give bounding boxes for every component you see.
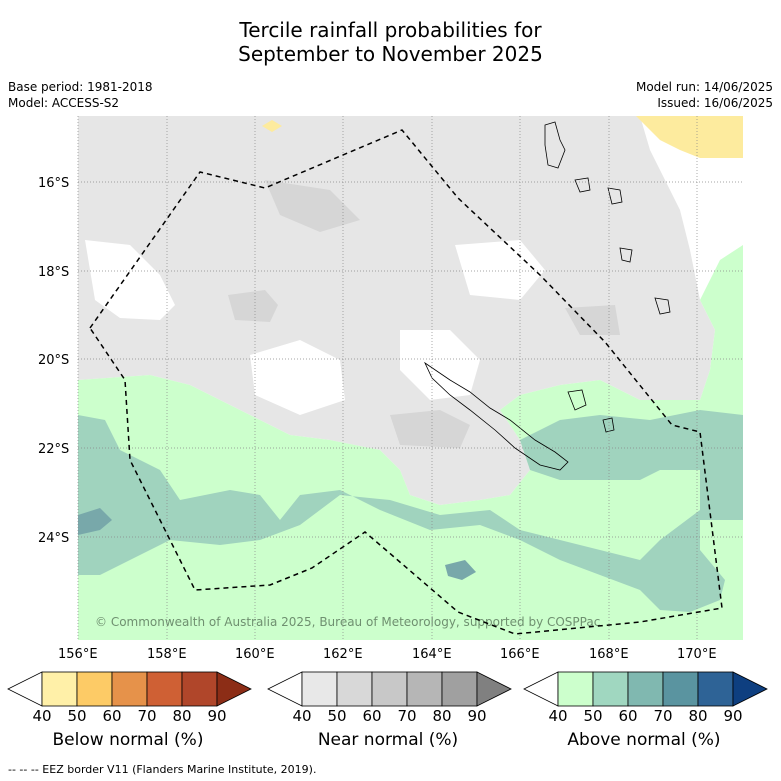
meta-left: Base period: 1981-2018 Model: ACCESS-S2: [8, 79, 153, 111]
near-normal-60-region: [390, 410, 470, 448]
colorbar-swatch: [662, 671, 699, 707]
colorbar-extend-low: [267, 671, 303, 707]
island-coast: [567, 389, 587, 411]
copyright-notice: © Commonwealth of Australia 2025, Bureau…: [95, 615, 600, 629]
lon-label: 162°E: [323, 647, 363, 662]
colorbar-tick-label: 70: [137, 707, 156, 725]
lat-label: 20°S: [38, 353, 69, 368]
new-caledonia-coast: [424, 361, 569, 471]
colorbar-swatch: [301, 671, 338, 707]
issued-date: Issued: 16/06/2025: [657, 96, 773, 110]
colorbar-tick-label: 60: [618, 707, 637, 725]
near-normal-region: [78, 116, 715, 505]
island-coast: [544, 121, 566, 169]
lat-label: 22°S: [38, 442, 69, 457]
colorbar-tick-label: 80: [432, 707, 451, 725]
lat-label: 18°S: [38, 265, 69, 280]
map-fill: © Commonwealth of Australia 2025, Bureau…: [78, 116, 743, 640]
base-period: Base period: 1981-2018: [8, 80, 153, 94]
colorbar-extend-high: [216, 671, 252, 707]
below-normal-label: Below normal (%): [52, 730, 204, 750]
eez-footnote: -- -- -- EEZ border V11 (Flanders Marine…: [8, 763, 317, 776]
colorbar-tick-label: 70: [397, 707, 416, 725]
colorbar-tick-label: 50: [583, 707, 602, 725]
lat-axis-labels: 16°S 18°S 20°S 22°S 24°S: [38, 176, 69, 546]
colorbar-tick-label: 90: [207, 707, 226, 725]
colorbar-legends: 40 50 60 70 80 90 40 50 60 70 80 90 40 50 60 70 80 90: [7, 671, 768, 725]
colorbar-tick-label: 40: [548, 707, 567, 725]
colorbar-swatch: [592, 671, 629, 707]
colorbar-extend-low: [7, 671, 43, 707]
above-normal-label: Above normal (%): [567, 730, 721, 750]
colorbar-swatch: [371, 671, 408, 707]
gridlines: [77, 116, 743, 640]
colorbar-0: 40 50 60 70 80 90: [7, 671, 252, 725]
title-line-1: Tercile rainfall probabilities for: [239, 18, 542, 42]
lat-label: 24°S: [38, 531, 69, 546]
meta-right: Model run: 14/06/2025 Issued: 16/06/2025: [636, 79, 773, 111]
lon-label: 156°E: [58, 647, 98, 662]
near-normal-60-region: [265, 180, 360, 232]
colorbar-tick-label: 90: [723, 707, 742, 725]
colorbar-swatch: [627, 671, 664, 707]
colorbar-swatch: [697, 671, 734, 707]
near-normal-60-region: [228, 290, 278, 322]
lon-axis-labels: 156°E 158°E 160°E 162°E 164°E 166°E 168°…: [58, 647, 717, 662]
above-normal-70-region: [78, 508, 112, 535]
colorbar-swatch: [557, 671, 594, 707]
above-normal-70-region: [445, 560, 476, 580]
neutral-gap: [400, 330, 480, 400]
lon-label: 166°E: [500, 647, 540, 662]
coastlines: [424, 121, 671, 471]
colorbar-swatch: [336, 671, 373, 707]
above-normal-60-region: [78, 410, 743, 612]
colorbar-tick-label: 50: [327, 707, 346, 725]
colorbar-tick-label: 90: [467, 707, 486, 725]
forecast-map: © Commonwealth of Australia 2025, Bureau…: [38, 116, 743, 662]
colorbar-tick-label: 40: [32, 707, 51, 725]
colorbar-tick-label: 80: [688, 707, 707, 725]
island-coast: [607, 187, 623, 205]
colorbar-swatch: [406, 671, 443, 707]
model-run: Model run: 14/06/2025: [635, 80, 773, 94]
neutral-gap: [455, 240, 545, 300]
map-title: Tercile rainfall probabilities for Septe…: [0, 18, 781, 66]
colorbar-extend-low: [523, 671, 559, 707]
model-name: Model: ACCESS-S2: [8, 96, 120, 110]
lon-label: 160°E: [235, 647, 275, 662]
colorbar-swatch: [146, 671, 183, 707]
colorbar-tick-label: 60: [362, 707, 381, 725]
colorbar-tick-label: 50: [67, 707, 86, 725]
colorbar-tick-label: 80: [172, 707, 191, 725]
colorbar-1: 40 50 60 70 80 90: [267, 671, 512, 725]
island-coast: [574, 177, 591, 193]
colorbar-swatch: [441, 671, 478, 707]
colorbar-swatch: [41, 671, 78, 707]
island-coast: [602, 417, 615, 433]
island-coast: [654, 297, 671, 315]
colorbar-tick-label: 60: [102, 707, 121, 725]
below-normal-region: [262, 120, 282, 132]
lat-label: 16°S: [38, 176, 69, 191]
neutral-gap: [85, 240, 175, 320]
island-coast: [619, 247, 633, 263]
colorbar-extend-high: [732, 671, 768, 707]
colorbar-tick-label: 70: [653, 707, 672, 725]
near-normal-60-region: [565, 305, 620, 335]
colorbar-swatch: [111, 671, 148, 707]
colorbar-extend-high: [476, 671, 512, 707]
lon-label: 168°E: [589, 647, 629, 662]
colorbar-tick-label: 40: [292, 707, 311, 725]
colorbar-swatch: [76, 671, 113, 707]
below-normal-region: [636, 116, 743, 158]
lon-label: 158°E: [147, 647, 187, 662]
near-normal-label: Near normal (%): [317, 730, 459, 750]
lon-label: 170°E: [677, 647, 717, 662]
colorbar-2: 40 50 60 70 80 90: [523, 671, 768, 725]
title-line-2: September to November 2025: [238, 42, 543, 66]
eez-border: [89, 129, 723, 635]
lon-label: 164°E: [412, 647, 452, 662]
colorbar-swatch: [181, 671, 218, 707]
